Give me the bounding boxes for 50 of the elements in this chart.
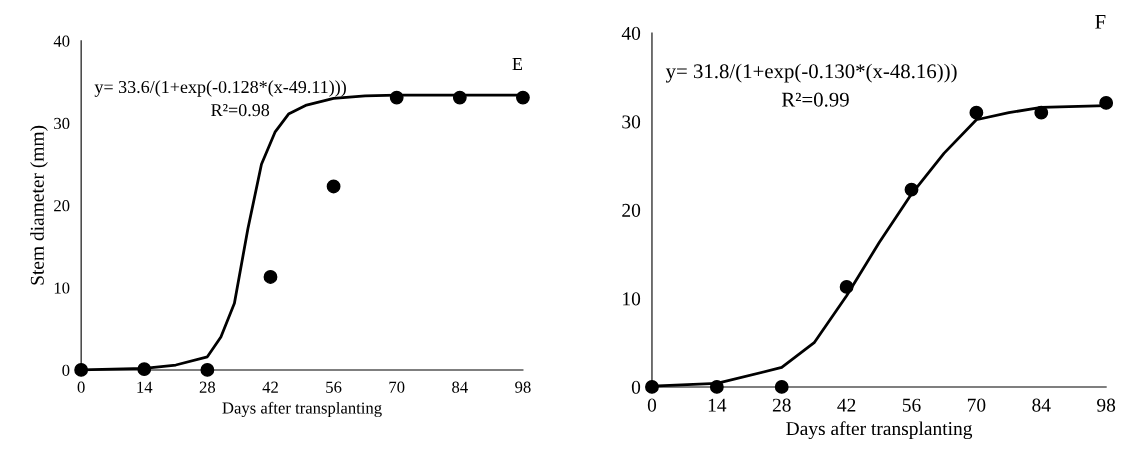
x-tick-label: 14 xyxy=(137,381,153,393)
y-tick-label: 40 xyxy=(621,26,641,40)
y-tick-label: 20 xyxy=(622,203,641,217)
point xyxy=(516,90,530,105)
x-tick-label: 0 xyxy=(77,381,85,393)
x-tick-label: 0 xyxy=(647,398,657,412)
point xyxy=(200,363,215,377)
y-tick-label: 10 xyxy=(623,292,641,306)
point xyxy=(452,90,467,105)
x-tick-label: 42 xyxy=(837,398,856,412)
point xyxy=(389,90,404,105)
x-tick-label: 84 xyxy=(452,381,468,393)
y-axis-title: Stem diameter (mm) xyxy=(30,125,48,285)
x-tick-label: 56 xyxy=(902,398,921,412)
point xyxy=(1099,96,1114,110)
text: F xyxy=(1095,14,1106,29)
x-axis-title: Days after transplanting xyxy=(786,421,973,440)
x-tick-label: 84 xyxy=(1032,398,1051,412)
point xyxy=(774,380,789,394)
point xyxy=(74,363,89,377)
x-tick-label: 14 xyxy=(708,398,727,412)
point xyxy=(904,182,919,197)
point xyxy=(1034,105,1049,120)
y-tick-label: 10 xyxy=(54,282,70,294)
x-tick-label: 70 xyxy=(389,381,405,393)
annotation: y= 31.8/(1+exp(-0.130*(x-48.16))) xyxy=(665,63,957,83)
y-tick-label: 30 xyxy=(54,117,70,130)
annotation: E xyxy=(512,58,523,70)
point xyxy=(137,362,152,377)
y-tick-label: 40 xyxy=(53,35,70,47)
x-tick-label: 56 xyxy=(326,381,342,393)
annotation: R²=0.98 xyxy=(211,103,270,117)
x-tick-label: 98 xyxy=(515,381,531,393)
point xyxy=(263,270,278,284)
point xyxy=(969,105,984,120)
point xyxy=(645,380,659,394)
y-tick-label: 0 xyxy=(62,364,70,376)
annotation: y= 33.6/(1+exp(-0.128*(x-49.11))) xyxy=(94,80,346,97)
x-tick-label: 28 xyxy=(199,381,216,393)
x-axis-title: Days after transplanting xyxy=(222,401,382,418)
point xyxy=(709,380,724,394)
point xyxy=(839,280,854,294)
point xyxy=(326,179,341,194)
annotation: R²=0.99 xyxy=(781,92,849,107)
x-tick-label: 98 xyxy=(1097,398,1116,412)
x-tick-label: 70 xyxy=(967,398,986,412)
y-tick-label: 20 xyxy=(54,200,70,212)
x-tick-label: 42 xyxy=(262,381,278,393)
x-tick-label: 28 xyxy=(772,398,791,412)
y-tick-label: 30 xyxy=(622,115,641,129)
